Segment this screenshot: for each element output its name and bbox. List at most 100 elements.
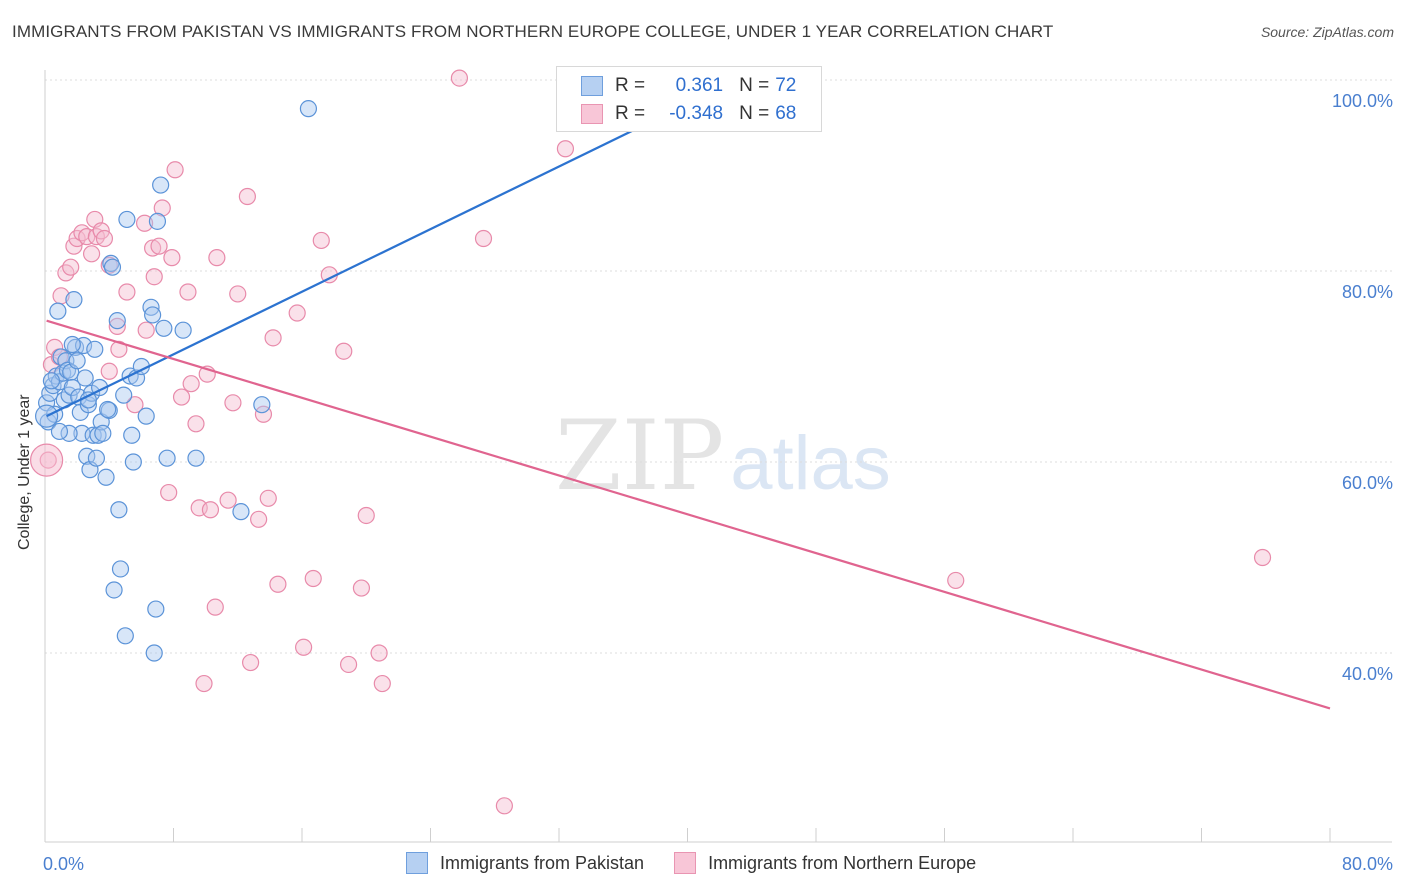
x-tick-label: 0.0% xyxy=(43,854,84,874)
point-northern-europe xyxy=(224,394,242,412)
point-northern-europe xyxy=(208,249,226,267)
point-pakistan xyxy=(76,369,94,387)
point-northern-europe xyxy=(137,321,155,339)
point-northern-europe xyxy=(150,237,168,255)
point-northern-europe xyxy=(172,388,191,406)
point-northern-europe xyxy=(373,674,391,693)
point-northern-europe xyxy=(78,228,96,246)
point-pakistan xyxy=(144,306,162,324)
point-pakistan xyxy=(49,302,67,320)
point-northern-europe xyxy=(304,569,322,588)
point-northern-europe xyxy=(269,575,287,593)
trend-lines xyxy=(46,102,1331,710)
r-value-pakistan: 0.361 xyxy=(675,75,724,96)
point-pakistan xyxy=(145,644,163,662)
point-northern-europe xyxy=(264,329,282,347)
point-northern-europe xyxy=(153,199,171,217)
point-pakistan xyxy=(105,581,123,599)
point-northern-europe xyxy=(312,231,330,250)
r-label: R = xyxy=(615,75,646,96)
point-pakistan xyxy=(108,312,126,330)
point-northern-europe xyxy=(166,161,184,179)
point-pakistan xyxy=(115,386,133,404)
point-northern-europe xyxy=(126,396,144,414)
point-pakistan xyxy=(152,176,170,194)
point-northern-europe xyxy=(144,239,162,257)
point-northern-europe xyxy=(145,268,163,286)
point-pakistan xyxy=(99,400,117,419)
point-pakistan xyxy=(299,100,318,118)
point-northern-europe xyxy=(288,304,306,322)
point-northern-europe xyxy=(1253,548,1272,567)
r-label: R = xyxy=(615,103,646,124)
legend-label-pakistan: Immigrants from Pakistan xyxy=(440,852,645,873)
point-pakistan xyxy=(63,335,81,354)
watermark-atlas: atlas xyxy=(730,421,891,506)
n-value-northern-europe: 68 xyxy=(775,103,797,124)
trend-line-northern-europe xyxy=(46,319,1331,710)
point-northern-europe xyxy=(495,797,513,815)
point-northern-europe xyxy=(195,674,213,693)
legend-label-northern-europe: Immigrants from Northern Europe xyxy=(708,852,977,873)
point-pakistan xyxy=(147,600,165,618)
point-northern-europe xyxy=(219,491,237,509)
point-northern-europe xyxy=(242,653,260,672)
point-northern-europe xyxy=(450,69,469,87)
point-pakistan xyxy=(103,258,122,276)
point-northern-europe xyxy=(335,342,353,360)
point-northern-europe xyxy=(339,655,358,674)
point-northern-europe xyxy=(295,638,313,656)
legend-item-pakistan: Immigrants from Pakistan xyxy=(406,852,644,874)
point-northern-europe-large xyxy=(30,443,64,477)
point-northern-europe xyxy=(259,489,277,507)
point-northern-europe xyxy=(474,229,493,248)
point-pakistan xyxy=(68,352,86,370)
y-axis-label: College, Under 1 year xyxy=(16,394,33,550)
point-northern-europe xyxy=(163,249,181,267)
point-pakistan xyxy=(137,407,155,425)
n-label: N = xyxy=(739,103,770,124)
point-pakistan xyxy=(116,627,134,645)
n-label: N = xyxy=(739,75,770,96)
point-pakistan xyxy=(42,372,61,390)
legend-row-northern-europe: R = -0.348 N = 68 xyxy=(581,101,796,127)
point-pakistan xyxy=(158,449,176,467)
point-northern-europe xyxy=(62,258,80,276)
point-northern-europe xyxy=(100,362,118,380)
point-northern-europe xyxy=(947,571,965,590)
legend-swatch-blue xyxy=(581,76,603,96)
point-pakistan xyxy=(187,449,205,467)
point-pakistan xyxy=(50,422,69,441)
axes xyxy=(44,70,1392,843)
point-northern-europe xyxy=(95,229,114,248)
legend-swatch-pink xyxy=(674,852,697,874)
point-pakistan xyxy=(94,424,112,442)
trend-line-pakistan xyxy=(46,102,688,418)
legend-row-pakistan: R = 0.361 N = 72 xyxy=(581,73,796,99)
point-northern-europe xyxy=(201,501,220,519)
point-pakistan xyxy=(148,212,167,230)
chart-title: IMMIGRANTS FROM PAKISTAN VS IMMIGRANTS F… xyxy=(12,22,1054,41)
tick-labels: 40.0% 60.0% 80.0% 100.0% 0.0% 80.0% xyxy=(43,91,1393,874)
legend-swatch-blue xyxy=(406,852,428,874)
gridlines xyxy=(45,79,1392,654)
point-northern-europe xyxy=(370,644,388,662)
series-pakistan-points xyxy=(35,69,608,662)
source-label: Source: ZipAtlas.com xyxy=(1260,24,1394,40)
point-northern-europe xyxy=(46,338,64,356)
point-northern-europe xyxy=(229,285,247,303)
point-northern-europe xyxy=(206,598,224,616)
y-tick-label: 80.0% xyxy=(1342,282,1393,302)
point-northern-europe xyxy=(238,187,256,206)
point-pakistan xyxy=(110,501,128,519)
point-northern-europe xyxy=(187,415,205,433)
point-pakistan xyxy=(232,503,250,521)
legend-item-northern-europe: Immigrants from Northern Europe xyxy=(674,852,976,874)
point-northern-europe xyxy=(110,340,128,358)
point-pakistan xyxy=(118,210,136,229)
point-pakistan xyxy=(253,396,271,414)
series-legend: Immigrants from Pakistan Immigrants from… xyxy=(406,852,1006,874)
point-pakistan xyxy=(79,391,97,409)
correlation-legend: R = 0.361 N = 72 R = -0.348 N = 68 xyxy=(556,66,822,132)
